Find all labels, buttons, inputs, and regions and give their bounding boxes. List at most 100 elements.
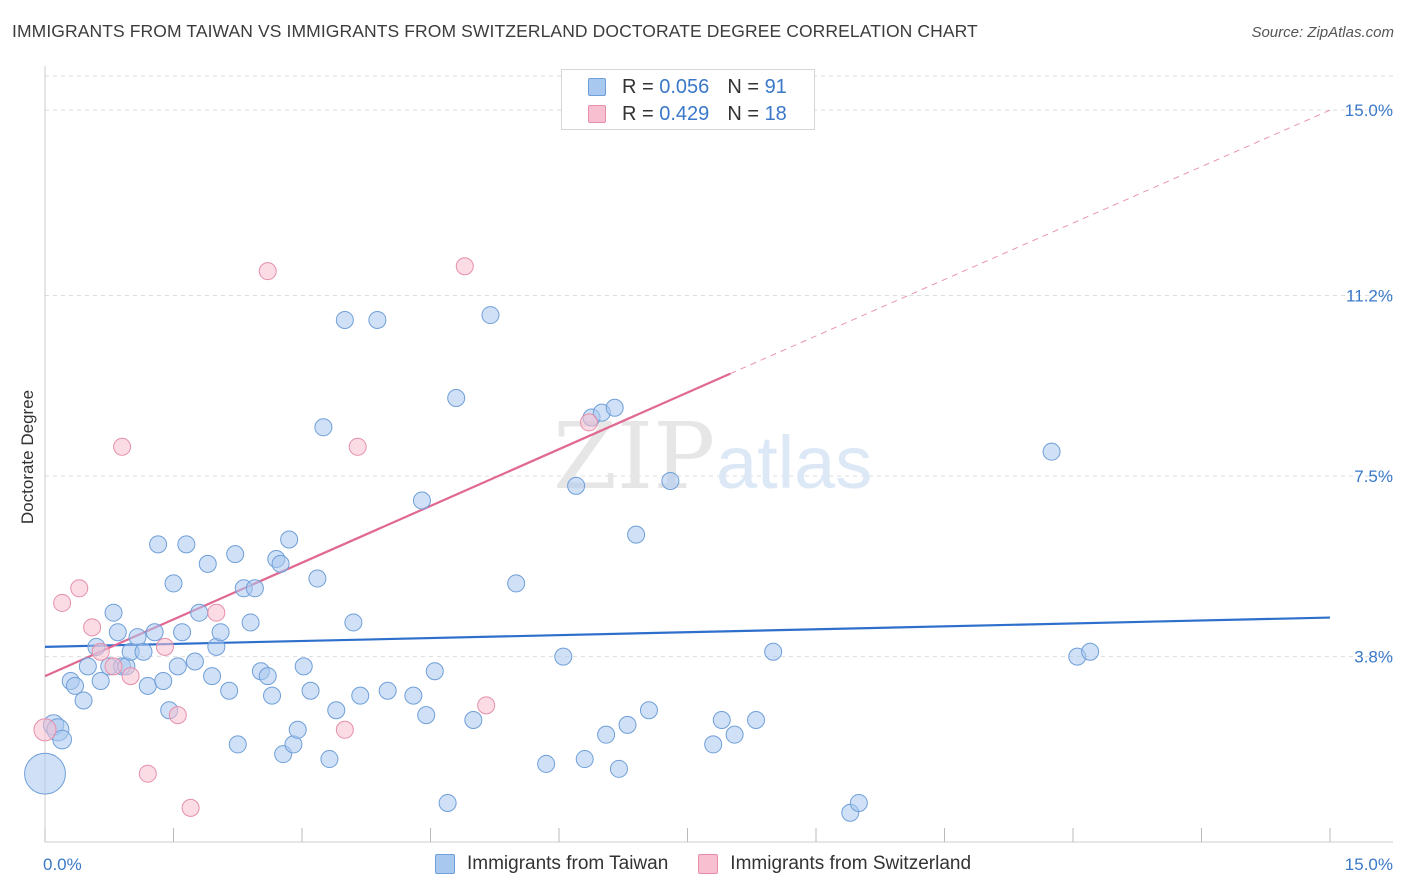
point-switzerland (91, 642, 110, 661)
point-taiwan (52, 729, 72, 750)
trendline-taiwan (44, 616, 1331, 648)
point-taiwan (190, 603, 209, 622)
legend-n-label-switzerland: N = (727, 102, 759, 125)
point-taiwan (320, 750, 339, 769)
point-taiwan (335, 310, 354, 329)
point-taiwan (226, 545, 245, 564)
point-taiwan (605, 398, 624, 417)
legend-row-taiwan: R = 0.056 N = 91 (588, 76, 787, 98)
point-taiwan (725, 725, 744, 744)
point-taiwan (368, 310, 387, 329)
point-taiwan (271, 554, 290, 573)
y-tick-label: 7.5% (1354, 467, 1393, 486)
legend-swatch-taiwan (588, 78, 606, 96)
point-taiwan (567, 476, 586, 495)
legend-r-value-taiwan: 0.056 (659, 75, 710, 98)
point-taiwan (134, 642, 153, 661)
point-taiwan (65, 676, 84, 695)
watermark-atlas: atlas (716, 421, 872, 504)
point-taiwan (164, 574, 183, 593)
point-taiwan (108, 623, 127, 642)
bottom-legend-swatch-switzerland (698, 854, 719, 874)
point-taiwan (554, 647, 573, 666)
point-switzerland (181, 798, 200, 817)
axes-layer (44, 66, 1393, 843)
point-taiwan (712, 711, 731, 730)
point-taiwan (198, 554, 217, 573)
point-taiwan (78, 657, 97, 676)
bottom-legend: Immigrants from Taiwan Immigrants from S… (0, 852, 1406, 876)
point-taiwan (661, 471, 680, 490)
point-taiwan (425, 662, 444, 681)
legend: R = 0.056 N = 91 R = 0.429 N = 18 (561, 69, 815, 130)
point-taiwan (24, 752, 66, 795)
source-label: Source: ZipAtlas.com (1251, 24, 1394, 41)
point-taiwan (575, 750, 594, 769)
legend-r-label-taiwan: R = (622, 75, 654, 98)
point-switzerland (113, 437, 132, 456)
bottom-legend-label-taiwan: Immigrants from Taiwan (466, 853, 669, 874)
point-taiwan (327, 701, 346, 720)
point-taiwan (301, 681, 320, 700)
point-taiwan (464, 711, 483, 730)
point-taiwan (1042, 442, 1061, 461)
point-taiwan (203, 667, 222, 686)
point-taiwan (308, 569, 327, 588)
point-switzerland (155, 637, 174, 656)
point-taiwan (417, 706, 436, 725)
point-switzerland (348, 437, 367, 456)
chart-title: IMMIGRANTS FROM TAIWAN VS IMMIGRANTS FRO… (12, 21, 978, 41)
bottom-legend-item-switzerland: Immigrants from Switzerland (698, 853, 971, 875)
point-taiwan (138, 676, 157, 695)
point-taiwan (245, 579, 264, 598)
point-taiwan (168, 657, 187, 676)
point-switzerland (335, 720, 354, 739)
point-taiwan (294, 657, 313, 676)
point-switzerland (579, 413, 598, 432)
y-tick-label: 15.0% (1345, 101, 1393, 120)
point-taiwan (537, 754, 556, 773)
point-taiwan (173, 623, 192, 642)
point-taiwan (764, 642, 783, 661)
point-switzerland (477, 696, 496, 715)
legend-r-label-switzerland: R = (622, 102, 654, 125)
points-layer (24, 257, 1100, 822)
point-switzerland (53, 593, 72, 612)
point-taiwan (74, 691, 93, 710)
point-taiwan (258, 667, 277, 686)
point-taiwan (597, 725, 616, 744)
point-taiwan (438, 793, 457, 812)
x-tick-label: 0.0% (43, 855, 82, 874)
point-taiwan (1081, 642, 1100, 661)
point-taiwan (627, 525, 646, 544)
point-taiwan (241, 613, 260, 632)
point-taiwan (185, 652, 204, 671)
point-switzerland (83, 618, 102, 637)
point-taiwan (412, 491, 431, 510)
point-taiwan (507, 574, 526, 593)
point-taiwan (314, 418, 333, 437)
legend-r-value-switzerland: 0.429 (659, 102, 710, 125)
point-taiwan (639, 701, 658, 720)
point-taiwan (351, 686, 370, 705)
point-taiwan (447, 389, 466, 408)
point-taiwan (747, 711, 766, 730)
y-tick-label: 3.8% (1354, 648, 1393, 667)
y-tick-label: 11.2% (1346, 287, 1393, 306)
point-switzerland (104, 657, 123, 676)
point-switzerland (207, 603, 226, 622)
point-taiwan (849, 793, 868, 812)
legend-swatch-switzerland (588, 105, 606, 123)
point-switzerland (138, 764, 157, 783)
point-taiwan (154, 671, 173, 690)
point-taiwan (609, 759, 628, 778)
point-switzerland (258, 262, 277, 281)
point-taiwan (211, 623, 230, 642)
point-taiwan (145, 623, 164, 642)
point-taiwan (288, 720, 307, 739)
point-switzerland (168, 706, 187, 725)
point-taiwan (404, 686, 423, 705)
point-switzerland (455, 257, 474, 276)
point-taiwan (149, 535, 168, 554)
